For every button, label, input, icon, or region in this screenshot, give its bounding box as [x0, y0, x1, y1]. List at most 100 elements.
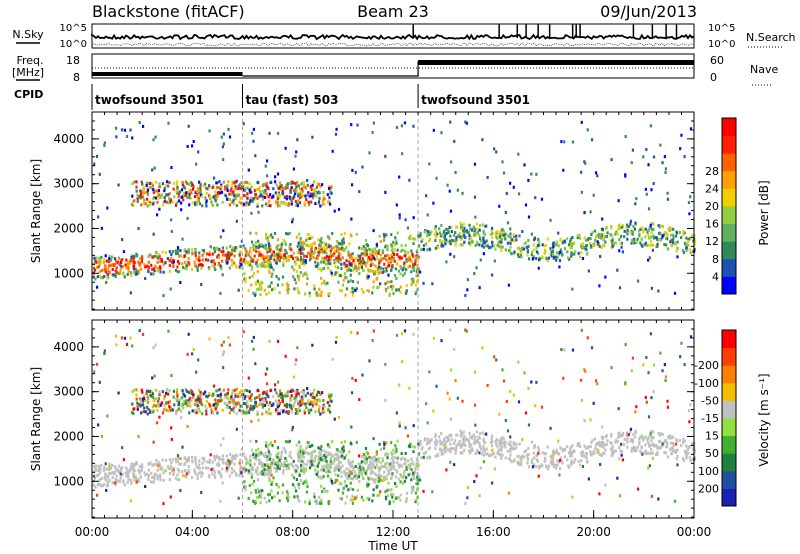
- power-cell: [581, 245, 584, 249]
- power-cell: [661, 161, 664, 165]
- velocity-cell: [127, 474, 130, 478]
- velocity-cell: [639, 436, 642, 440]
- velocity-cell: [267, 493, 270, 497]
- velocity-cell: [411, 474, 414, 478]
- power-cell: [631, 148, 635, 152]
- velocity-cell: [428, 446, 432, 450]
- velocity-cell: [620, 449, 623, 453]
- velocity-cell: [504, 445, 507, 449]
- power-cell: [234, 186, 237, 190]
- velocity-cell: [227, 465, 231, 469]
- power-cell: [477, 227, 480, 231]
- power-cell: [190, 191, 193, 195]
- power-cell: [601, 227, 605, 231]
- power-cell: [263, 263, 266, 267]
- velocity-cell: [274, 388, 277, 392]
- velocity-cell: [135, 462, 139, 466]
- velocity-cell: [163, 397, 166, 401]
- velocity-cell: [414, 491, 418, 495]
- power-cell: [119, 259, 123, 263]
- velocity-cell: [270, 496, 274, 500]
- power-cell: [296, 199, 299, 203]
- velocity-cell: [471, 435, 474, 439]
- power-cell: [355, 269, 358, 273]
- power-cell: [217, 186, 220, 190]
- velocity-cell: [341, 464, 344, 468]
- velocity-cell: [448, 433, 451, 437]
- power-cell: [617, 199, 620, 203]
- power-cell: [345, 276, 348, 280]
- power-cell: [624, 173, 627, 177]
- velocity-cell: [207, 466, 210, 470]
- velocity-cell: [571, 444, 574, 448]
- power-cell: [132, 257, 135, 261]
- velocity-cell: [670, 452, 673, 456]
- velocity-cell: [215, 405, 218, 409]
- power-cell: [556, 255, 559, 259]
- power-cell: [558, 252, 561, 256]
- power-cell: [182, 265, 185, 269]
- velocity-cell: [213, 474, 216, 478]
- power-cell: [308, 294, 311, 298]
- power-cell: [498, 204, 501, 208]
- power-cell: [251, 199, 254, 203]
- power-cell: [647, 258, 650, 262]
- velocity-cell: [233, 388, 236, 392]
- power-cell: [512, 233, 515, 237]
- velocity-cell: [638, 440, 641, 444]
- velocity-cell: [486, 452, 489, 456]
- velocity-cell: [285, 405, 288, 409]
- power-cell: [302, 247, 305, 251]
- velocity-cell: [323, 464, 326, 468]
- velocity-cell: [333, 457, 336, 461]
- power-cell: [287, 255, 290, 259]
- power-cell: [256, 279, 260, 283]
- velocity-cell: [334, 467, 338, 471]
- velocity-cell: [218, 388, 221, 392]
- velocity-cell: [693, 448, 696, 452]
- power-cell: [231, 250, 234, 254]
- power-cell: [310, 247, 313, 251]
- velocity-cell: [583, 419, 586, 423]
- power-cell: [644, 227, 647, 231]
- power-cell: [108, 254, 111, 258]
- power-cell: [551, 242, 555, 246]
- velocity-cell: [632, 447, 635, 451]
- power-cell: [93, 256, 96, 260]
- power-cell: [664, 167, 667, 171]
- power-cell: [411, 266, 414, 270]
- velocity-cell: [405, 491, 409, 495]
- power-cell: [625, 223, 629, 227]
- power-cell: [129, 128, 132, 132]
- velocity-cell: [351, 494, 354, 498]
- power-cell: [285, 251, 288, 255]
- power-cell: [498, 240, 501, 244]
- power-cell: [267, 195, 270, 199]
- power-cell: [242, 244, 245, 248]
- power-cell: [450, 230, 453, 234]
- power-cell: [335, 244, 338, 248]
- power-cell: [618, 249, 621, 253]
- velocity-cell: [378, 442, 381, 446]
- power-cell: [203, 182, 207, 186]
- power-cell: [397, 255, 400, 259]
- velocity-cell: [196, 407, 199, 411]
- velocity-cell: [216, 463, 219, 467]
- power-cell: [305, 197, 308, 201]
- velocity-cell: [213, 470, 216, 474]
- power-cell: [610, 158, 613, 162]
- velocity-cell: [183, 463, 186, 467]
- power-cell: [650, 227, 653, 231]
- velocity-cell: [524, 449, 528, 453]
- velocity-cell: [555, 466, 558, 470]
- velocity-cell: [284, 394, 287, 398]
- power-cell: [449, 234, 452, 238]
- velocity-cell: [507, 442, 510, 446]
- velocity-cell: [381, 459, 385, 463]
- power-cell: [579, 255, 582, 259]
- velocity-cell: [328, 396, 331, 400]
- velocity-cell: [481, 431, 484, 435]
- power-cell: [410, 249, 413, 253]
- velocity-cell: [682, 441, 685, 445]
- power-cell: [580, 170, 583, 174]
